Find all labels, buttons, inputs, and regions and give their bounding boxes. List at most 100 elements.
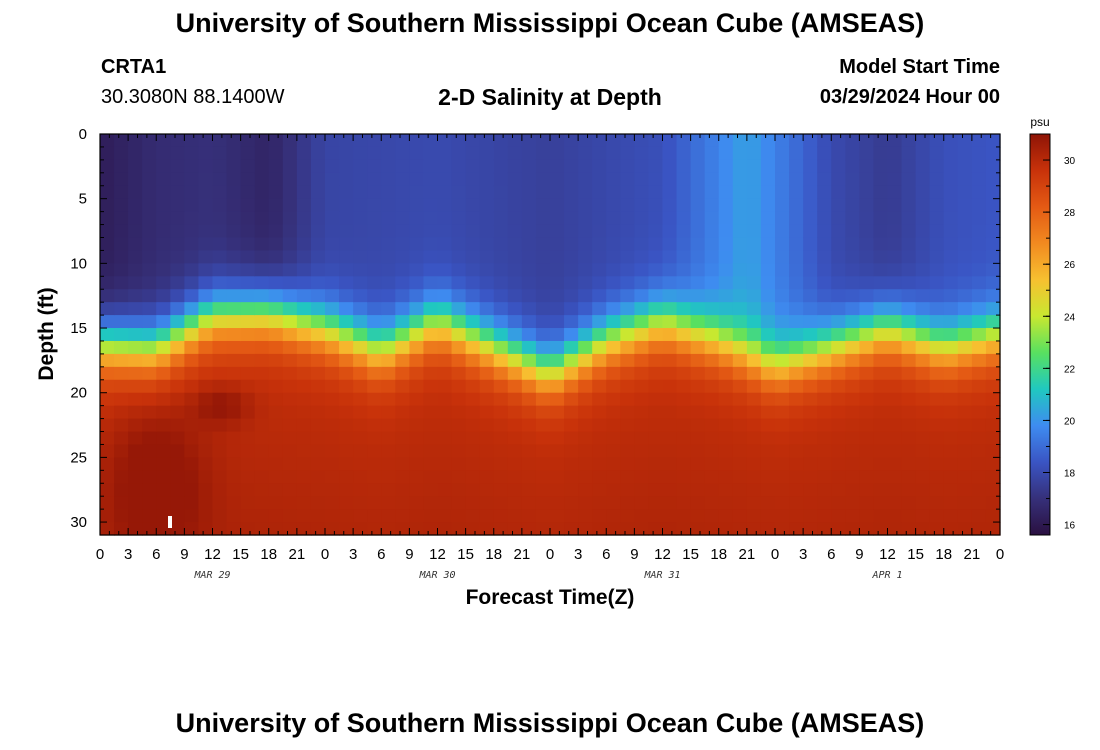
heatmap-cell	[915, 224, 931, 239]
heatmap-cell	[592, 237, 607, 252]
heatmap-cell	[423, 509, 439, 523]
heatmap-cell	[282, 457, 298, 471]
heatmap-cell	[479, 366, 495, 381]
heatmap-cell	[578, 263, 593, 277]
heatmap-cell	[803, 237, 818, 252]
heatmap-cell	[198, 457, 214, 471]
heatmap-cell	[212, 237, 228, 252]
heatmap-cell	[367, 289, 382, 303]
heatmap-cell	[451, 340, 467, 355]
heatmap-cell	[156, 522, 171, 536]
heatmap-cell	[254, 392, 270, 407]
heatmap-cell	[240, 392, 256, 407]
heatmap-cell	[564, 276, 579, 290]
heatmap-cell	[100, 172, 115, 187]
heatmap-cell	[845, 237, 860, 252]
x-tick-label: 12	[429, 546, 446, 563]
heatmap-cell	[873, 289, 889, 303]
heatmap-cell	[507, 496, 523, 510]
heatmap-cell	[507, 224, 523, 239]
heatmap-cell	[704, 509, 720, 523]
heatmap-cell	[296, 263, 312, 277]
heatmap-cell	[507, 431, 523, 446]
heatmap-cell	[775, 134, 790, 148]
x-tick-label: 9	[405, 546, 413, 563]
heatmap-cell	[929, 134, 945, 148]
heatmap-cell	[873, 522, 889, 536]
heatmap-cell	[353, 496, 368, 510]
heatmap-cell	[985, 146, 1001, 161]
heatmap-cell	[423, 224, 439, 239]
heatmap-cell	[198, 224, 214, 239]
heatmap-cell	[535, 146, 551, 161]
heatmap-cell	[718, 522, 734, 536]
heatmap-cell	[100, 328, 115, 342]
heatmap-cell	[957, 496, 973, 510]
heatmap-cell	[325, 366, 340, 381]
heatmap-cell	[156, 315, 171, 329]
heatmap-cell	[859, 522, 875, 536]
heatmap-cell	[451, 392, 467, 407]
heatmap-cell	[901, 457, 917, 471]
heatmap-cell	[198, 483, 214, 497]
heatmap-cell	[409, 392, 425, 407]
heatmap-cell	[437, 315, 453, 329]
heatmap-cell	[254, 418, 270, 433]
colorbar-tick-label: 18	[1064, 469, 1076, 480]
heatmap-cell	[156, 340, 171, 355]
heatmap-cell	[845, 340, 860, 355]
heatmap-cell	[662, 172, 678, 187]
heatmap-cell	[156, 159, 171, 174]
heatmap-cell	[128, 457, 143, 471]
heatmap-cell	[676, 405, 692, 420]
heatmap-cell	[676, 483, 692, 497]
heatmap-cell	[578, 522, 593, 536]
heatmap-cell	[845, 457, 860, 471]
heatmap-cell	[760, 134, 776, 148]
heatmap-cell	[718, 250, 734, 264]
heatmap-cell	[775, 353, 790, 368]
heatmap-cell	[507, 276, 523, 290]
heatmap-cell	[409, 289, 425, 303]
heatmap-cell	[353, 509, 368, 523]
heatmap-cell	[789, 366, 804, 381]
heatmap-cell	[915, 302, 931, 316]
heatmap-cell	[718, 496, 734, 510]
heatmap-cell	[746, 522, 762, 536]
heatmap-cell	[760, 431, 776, 446]
heatmap-cell	[803, 250, 818, 264]
heatmap-cell	[746, 211, 762, 226]
heatmap-cell	[353, 457, 368, 471]
x-tick-label: 12	[879, 546, 896, 563]
heatmap-cell	[957, 146, 973, 161]
heatmap-cell	[732, 237, 748, 252]
heatmap-cell	[479, 444, 495, 458]
heatmap-cell	[704, 146, 720, 161]
heatmap-cell	[353, 379, 368, 394]
heatmap-cell	[479, 159, 495, 174]
heatmap-cell	[465, 444, 481, 458]
heatmap-cell	[873, 328, 889, 342]
heatmap-cell	[704, 379, 720, 394]
heatmap-cell	[789, 509, 804, 523]
heatmap-cell	[887, 353, 903, 368]
heatmap-cell	[845, 483, 860, 497]
heatmap-cell	[775, 328, 790, 342]
heatmap-cell	[353, 263, 368, 277]
heatmap-cell	[676, 185, 692, 200]
heatmap-cell	[746, 483, 762, 497]
heatmap-cell	[395, 431, 410, 446]
heatmap-cell	[915, 250, 931, 264]
heatmap-cell	[353, 315, 368, 329]
heatmap-cell	[100, 315, 115, 329]
heatmap-cell	[648, 146, 664, 161]
heatmap-cell	[128, 237, 143, 252]
heatmap-cell	[971, 457, 987, 471]
heatmap-cell	[212, 302, 228, 316]
heatmap-cell	[606, 211, 621, 226]
heatmap-cell	[451, 470, 467, 484]
heatmap-cell	[282, 289, 298, 303]
heatmap-cell	[915, 263, 931, 277]
heatmap-cell	[831, 431, 846, 446]
heatmap-cell	[423, 379, 439, 394]
